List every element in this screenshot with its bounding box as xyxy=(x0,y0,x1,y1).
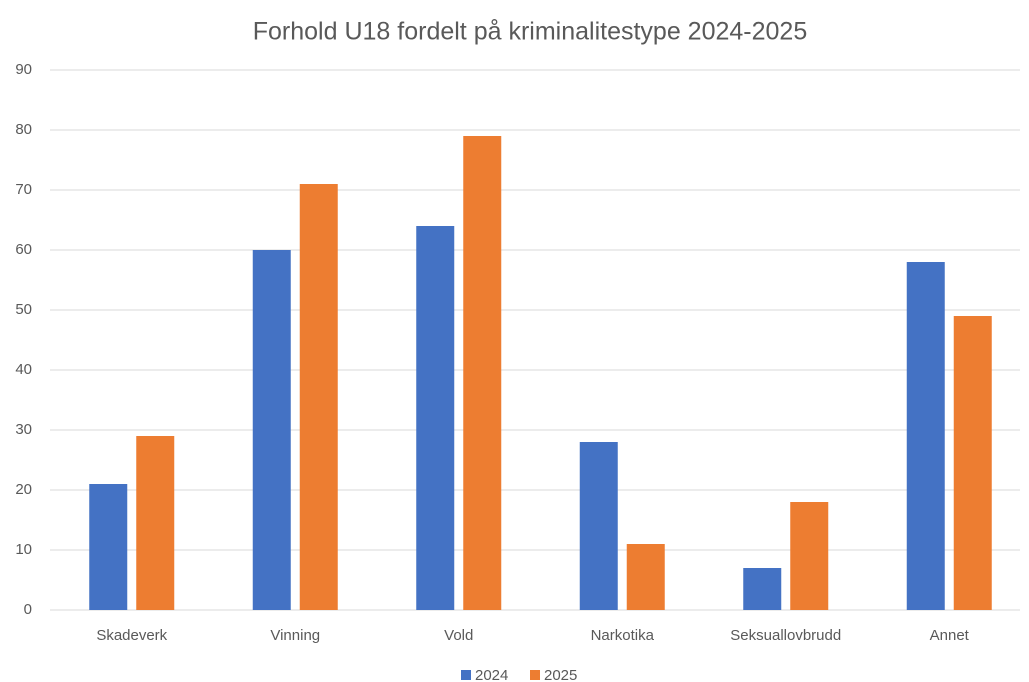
x-tick-label: Annet xyxy=(930,627,970,644)
x-tick-label: Vinning xyxy=(270,627,320,644)
x-tick-label: Skadeverk xyxy=(96,627,167,644)
y-tick-label: 0 xyxy=(24,601,32,618)
x-tick-label: Narkotika xyxy=(591,627,655,644)
bar xyxy=(906,262,945,610)
y-tick-label: 40 xyxy=(15,361,32,378)
x-tick-label: Seksuallovbrudd xyxy=(730,627,841,644)
bar xyxy=(579,442,618,610)
y-tick-label: 90 xyxy=(15,61,32,78)
y-tick-label: 50 xyxy=(15,301,32,318)
legend-swatch xyxy=(461,670,471,680)
y-tick-label: 30 xyxy=(15,421,32,438)
y-tick-label: 20 xyxy=(15,481,32,498)
y-tick-label: 70 xyxy=(15,181,32,198)
bar xyxy=(416,226,455,610)
chart-title: Forhold U18 fordelt på kriminalitestype … xyxy=(253,18,807,46)
legend-label: 2024 xyxy=(475,667,508,682)
bar xyxy=(743,568,782,610)
y-tick-label: 10 xyxy=(15,541,32,558)
bar xyxy=(299,184,338,610)
bar xyxy=(136,436,175,610)
bar xyxy=(953,316,992,610)
bar xyxy=(89,484,128,610)
bar xyxy=(626,544,665,610)
y-tick-label: 80 xyxy=(15,121,32,138)
x-tick-label: Vold xyxy=(444,627,473,644)
bar xyxy=(252,250,291,610)
bar xyxy=(463,136,502,610)
bar xyxy=(790,502,829,610)
y-tick-label: 60 xyxy=(15,241,32,258)
legend-label: 2025 xyxy=(544,667,577,682)
legend-swatch xyxy=(530,670,540,680)
